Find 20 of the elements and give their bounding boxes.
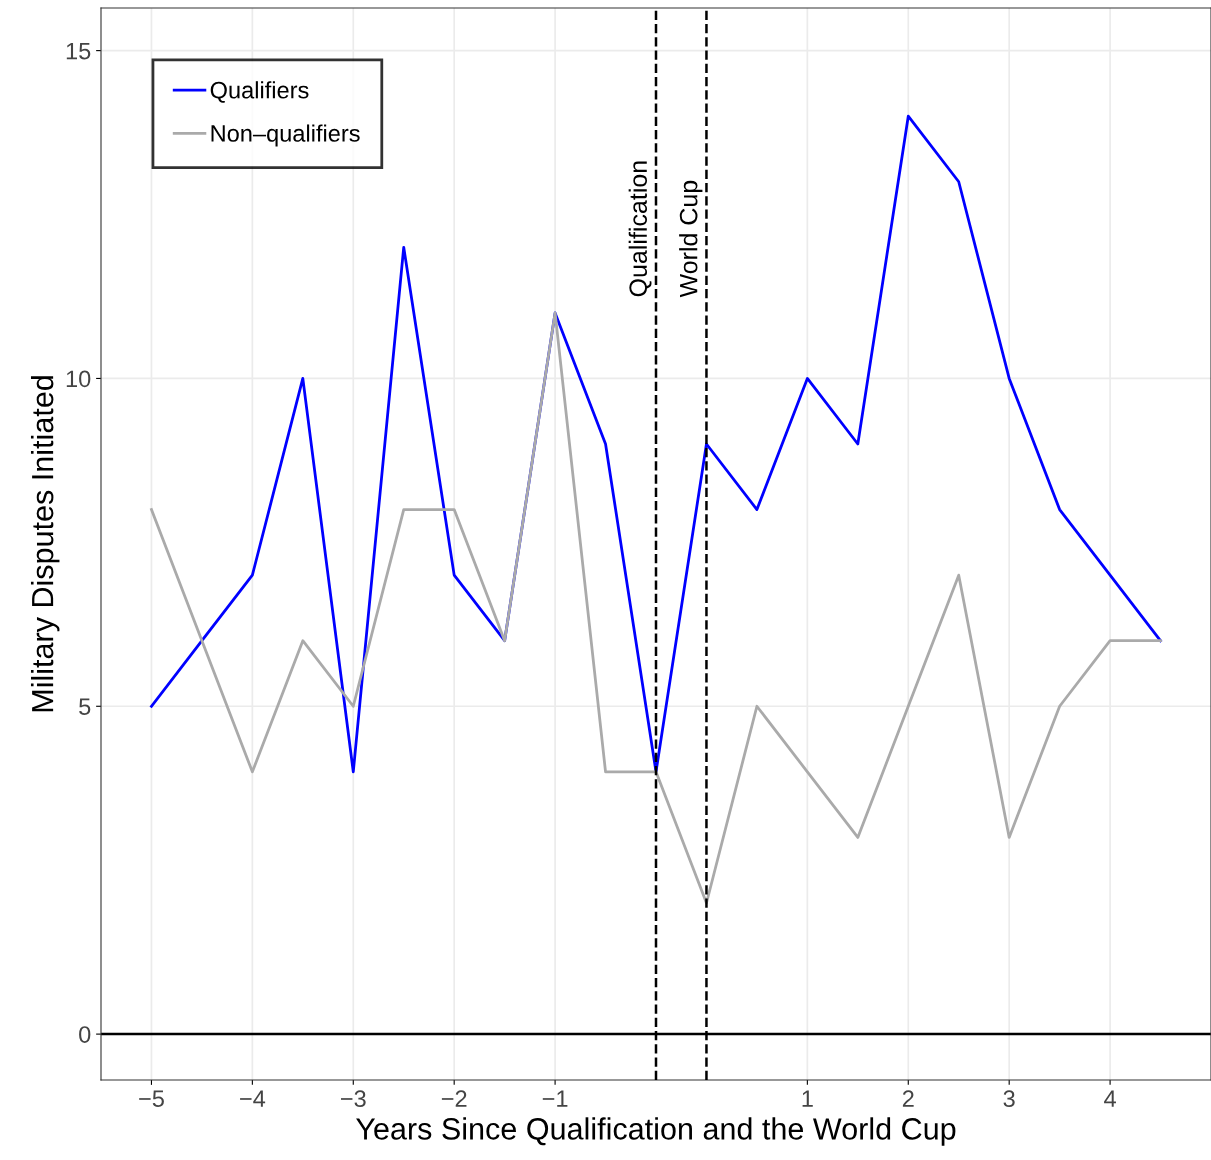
x-tick-label: −3 — [340, 1090, 366, 1108]
x-tick-label: −5 — [139, 1090, 164, 1108]
x-tick-label: −2 — [441, 1090, 467, 1107]
ref-line-label: Qualification — [628, 161, 652, 297]
legend-label: Qualifiers — [210, 81, 309, 103]
y-axis-title: Military Disputes Initiated — [30, 376, 60, 712]
x-tick-label: 4 — [1104, 1090, 1116, 1107]
x-tick-label: 2 — [902, 1090, 914, 1107]
y-tick-label: 15 — [66, 42, 91, 60]
ref-line-label: World Cup — [679, 180, 703, 298]
y-tick-label: 10 — [66, 370, 91, 388]
x-axis-title: Years Since Qualification and the World Cup — [356, 1117, 956, 1146]
y-tick-label: 5 — [79, 698, 91, 716]
x-tick-label: 1 — [802, 1090, 813, 1107]
legend-label: Non–qualifiers — [211, 124, 360, 147]
y-tick-label: 0 — [79, 1026, 91, 1043]
x-tick-label: −1 — [542, 1090, 568, 1107]
x-tick-label: −4 — [240, 1090, 266, 1107]
x-tick-label: 3 — [1003, 1090, 1015, 1108]
line-series — [150, 311, 1162, 905]
